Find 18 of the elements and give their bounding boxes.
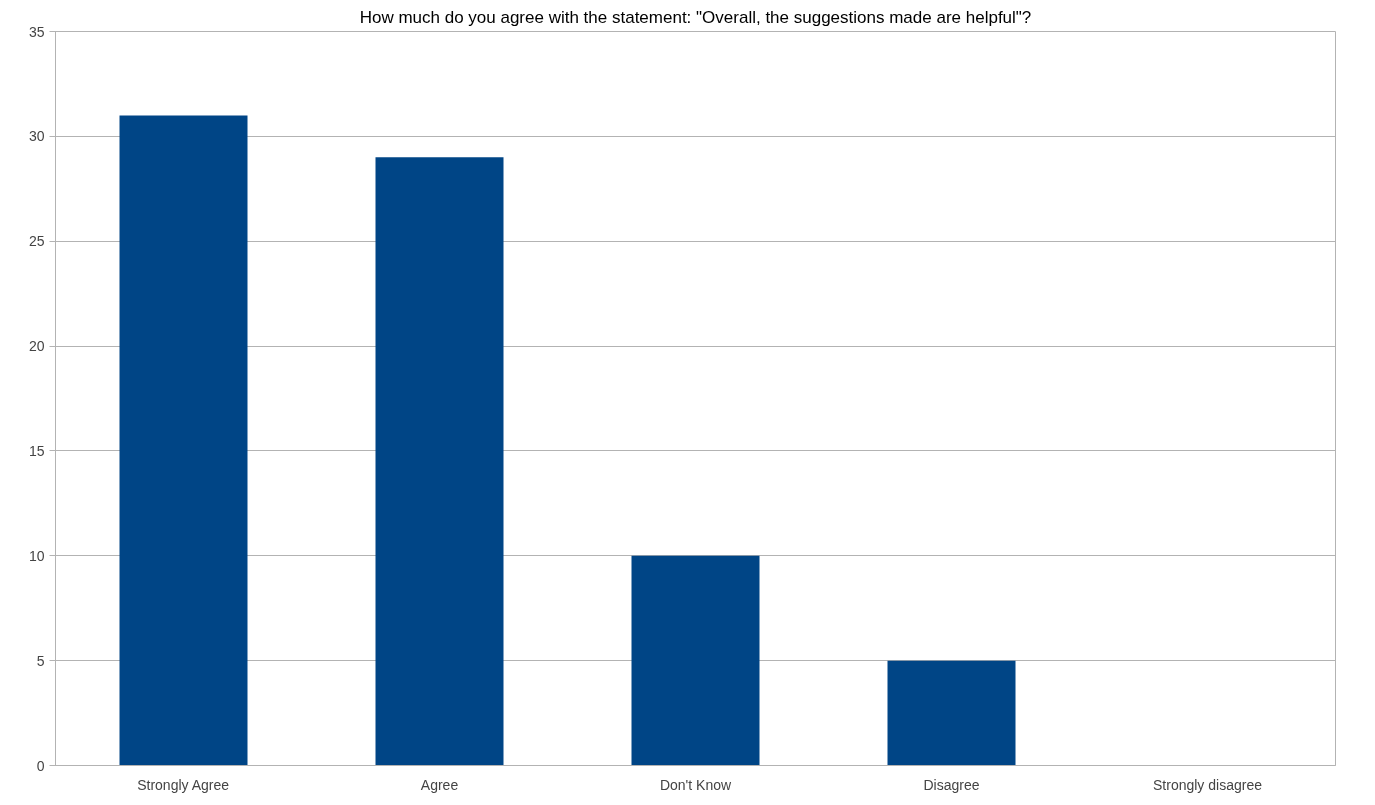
y-tick-label: 15 [28,442,45,459]
bar [631,555,760,766]
x-tick-label: Agree [420,776,459,793]
bar [119,115,248,766]
x-tick-label: Strongly disagree [1153,776,1263,793]
x-tick-label: Strongly Agree [137,776,230,793]
x-tick-label: Don't Know [659,776,732,793]
y-tick-label: 5 [36,652,45,669]
y-tick-label: 30 [28,128,45,145]
bar [887,660,1016,766]
y-tick-label: 35 [28,23,45,40]
y-tick-label: 0 [36,757,45,774]
bar [375,157,504,766]
x-tick-label: Disagree [923,776,980,793]
chart-title: How much do you agree with the statement: "Overall, the suggestions made are helpful"? [359,7,1032,27]
y-tick-label: 25 [28,233,45,250]
y-tick-label: 10 [28,547,45,564]
y-tick-label: 20 [28,338,45,355]
